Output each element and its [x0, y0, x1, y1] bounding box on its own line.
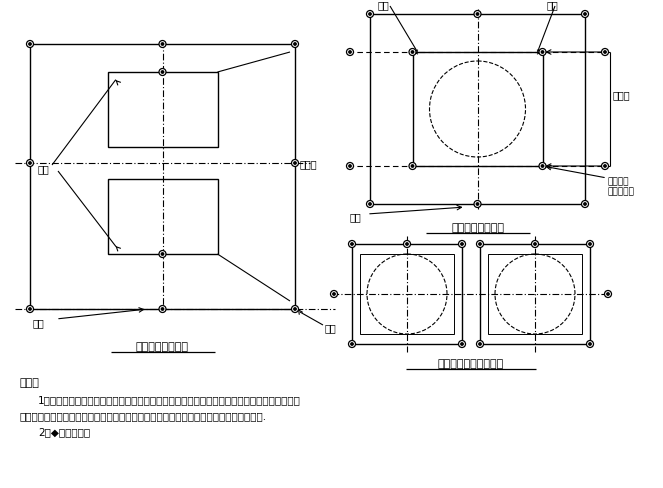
Circle shape: [161, 72, 164, 74]
Text: 双柱情况墩柱放线: 双柱情况墩柱放线: [136, 341, 189, 351]
Circle shape: [347, 163, 353, 170]
Circle shape: [532, 241, 538, 248]
Circle shape: [589, 244, 591, 245]
Circle shape: [330, 291, 337, 298]
Circle shape: [161, 44, 164, 46]
Circle shape: [584, 14, 586, 16]
Text: 横轴: 横轴: [350, 212, 362, 222]
Circle shape: [369, 14, 371, 16]
Text: 横轴: 横轴: [33, 317, 44, 327]
Circle shape: [411, 52, 414, 54]
Circle shape: [27, 306, 34, 313]
Circle shape: [347, 49, 353, 57]
Circle shape: [292, 160, 298, 167]
Bar: [370, 15, 585, 204]
Circle shape: [539, 49, 546, 57]
Circle shape: [476, 14, 479, 16]
Text: 双柱双台情况墩柱放线: 双柱双台情况墩柱放线: [438, 358, 504, 368]
Circle shape: [349, 341, 355, 348]
Circle shape: [411, 165, 414, 168]
Circle shape: [476, 203, 479, 206]
Circle shape: [349, 241, 355, 248]
Bar: [412, 53, 542, 167]
Circle shape: [27, 41, 34, 48]
Circle shape: [459, 241, 465, 248]
Text: 墩柱: 墩柱: [38, 163, 50, 174]
Circle shape: [29, 308, 31, 310]
Circle shape: [367, 201, 373, 208]
Circle shape: [351, 343, 353, 346]
Circle shape: [589, 343, 591, 346]
Circle shape: [349, 165, 351, 168]
Text: 承台: 承台: [547, 0, 559, 10]
Circle shape: [406, 244, 408, 245]
Circle shape: [541, 52, 544, 54]
Circle shape: [29, 163, 31, 165]
Bar: [488, 254, 582, 334]
Text: 承台: 承台: [325, 323, 337, 332]
Circle shape: [333, 293, 335, 296]
Circle shape: [409, 49, 416, 57]
Circle shape: [292, 306, 298, 313]
Circle shape: [292, 41, 298, 48]
Circle shape: [587, 341, 593, 348]
Text: 说明：: 说明：: [20, 377, 40, 387]
Circle shape: [29, 44, 31, 46]
Circle shape: [161, 308, 164, 310]
Text: 模板安装
高程控制点: 模板安装 高程控制点: [607, 177, 634, 196]
Circle shape: [351, 244, 353, 245]
Circle shape: [159, 69, 166, 76]
Circle shape: [581, 12, 589, 19]
Circle shape: [587, 241, 593, 248]
Circle shape: [541, 165, 544, 168]
Circle shape: [474, 12, 481, 19]
Text: 纵轴线: 纵轴线: [300, 159, 318, 169]
Circle shape: [479, 244, 481, 245]
Circle shape: [294, 44, 296, 46]
Circle shape: [605, 291, 611, 298]
Circle shape: [607, 293, 609, 296]
Circle shape: [581, 201, 589, 208]
Text: 1、墩柱施工，柱的横轴方向线要方，第一次安装，测量要把模板的内口线（即柱的边缘线）定: 1、墩柱施工，柱的横轴方向线要方，第一次安装，测量要把模板的内口线（即柱的边缘线…: [38, 394, 301, 404]
Circle shape: [294, 163, 296, 165]
Bar: [107, 73, 217, 148]
Circle shape: [161, 253, 164, 256]
Bar: [107, 180, 217, 254]
Circle shape: [159, 41, 166, 48]
Text: 出；模板安装到位后，须在模板的四角点处设置定位标志，以便模板上翻安装控制其位置.: 出；模板安装到位后，须在模板的四角点处设置定位标志，以便模板上翻安装控制其位置.: [20, 410, 267, 420]
Bar: [480, 244, 590, 345]
Circle shape: [159, 306, 166, 313]
Circle shape: [294, 308, 296, 310]
Circle shape: [459, 341, 465, 348]
Circle shape: [349, 52, 351, 54]
Circle shape: [604, 52, 606, 54]
Text: 墩柱: 墩柱: [378, 0, 390, 10]
Circle shape: [539, 163, 546, 170]
Circle shape: [409, 163, 416, 170]
Circle shape: [534, 244, 536, 245]
Circle shape: [367, 12, 373, 19]
Circle shape: [404, 241, 410, 248]
Circle shape: [27, 160, 34, 167]
Circle shape: [477, 241, 483, 248]
Circle shape: [159, 251, 166, 258]
Text: 单柱情况墩柱放线: 单柱情况墩柱放线: [451, 223, 504, 232]
Circle shape: [601, 49, 609, 57]
Circle shape: [369, 203, 371, 206]
Circle shape: [601, 163, 609, 170]
Circle shape: [479, 343, 481, 346]
Text: 纵轴线: 纵轴线: [613, 90, 631, 100]
Circle shape: [474, 201, 481, 208]
Circle shape: [604, 165, 606, 168]
Circle shape: [584, 203, 586, 206]
Bar: [30, 45, 295, 309]
Circle shape: [461, 343, 463, 346]
Bar: [352, 244, 462, 345]
Text: 2、◆为测测点。: 2、◆为测测点。: [38, 426, 90, 436]
Bar: [360, 254, 454, 334]
Circle shape: [477, 341, 483, 348]
Circle shape: [461, 244, 463, 245]
